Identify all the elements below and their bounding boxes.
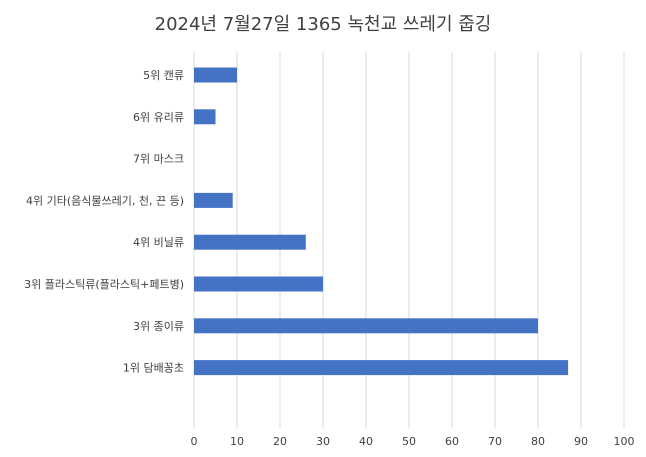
bar: [194, 318, 538, 334]
category-label: 5위 캔류: [143, 69, 184, 82]
category-label: 3위 종이류: [133, 320, 184, 333]
x-tick-label: 40: [359, 435, 373, 448]
x-tick-label: 30: [316, 435, 330, 448]
bar: [194, 234, 306, 250]
bars: [194, 67, 569, 376]
category-label: 7위 마스크: [133, 153, 184, 166]
x-tick-label: 90: [574, 435, 588, 448]
x-tick-label: 80: [531, 435, 545, 448]
x-tick-label: 10: [230, 435, 244, 448]
chart-title: 2024년 7월27일 1365 녹천교 쓰레기 줍깅: [154, 14, 492, 35]
x-tick-label: 20: [273, 435, 287, 448]
x-tick-label: 0: [191, 435, 198, 448]
category-label: 3위 플라스틱류(플라스틱+페트병): [24, 278, 184, 291]
category-label: 4위 기타(음식물쓰레기, 천, 끈 등): [26, 193, 184, 207]
bar: [194, 360, 569, 376]
bar: [194, 109, 216, 125]
x-tick-label: 60: [445, 435, 459, 448]
category-label: 4위 비닐류: [133, 236, 184, 249]
x-tick-label: 100: [614, 435, 635, 448]
x-tick-label: 70: [488, 435, 502, 448]
category-label: 1위 담배꽁초: [123, 362, 184, 375]
x-axis-ticks: 0 10 20 30 40 50 60 70 80 90 100: [191, 435, 635, 448]
bar: [194, 192, 233, 208]
x-tick-label: 50: [402, 435, 416, 448]
category-labels: 5위 캔류 6위 유리류 7위 마스크 4위 기타(음식물쓰레기, 천, 끈 등) 4위…: [24, 69, 184, 375]
bar: [194, 67, 237, 83]
bar: [194, 276, 323, 292]
category-label: 6위 유리류: [133, 111, 184, 124]
